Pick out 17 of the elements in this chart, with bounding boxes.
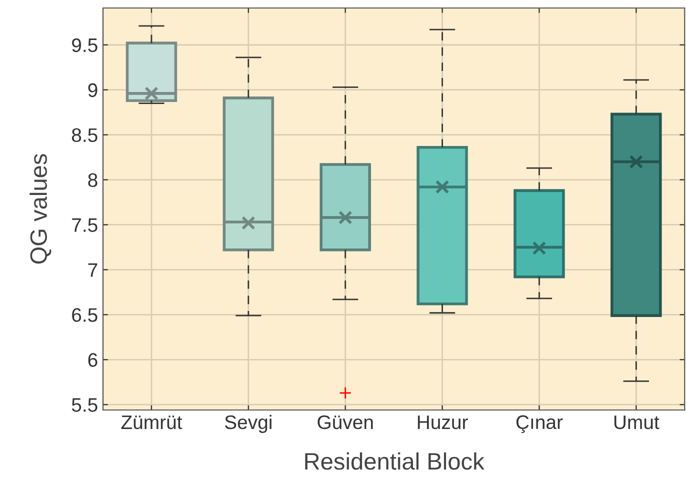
y-tick-label: 7.5	[72, 218, 98, 232]
y-tick-label: 5.5	[72, 398, 98, 412]
y-axis-title: QG values	[30, 154, 52, 264]
y-tick-label: 7	[88, 263, 98, 277]
x-tick-label: Zümrüt	[121, 416, 182, 430]
y-tick-label: 9.5	[72, 38, 98, 52]
y-tick-label: 8.5	[72, 128, 98, 142]
x-tick-label: Çınar	[516, 415, 563, 433]
y-tick-label: 8	[88, 173, 98, 188]
y-tick-label: 6.5	[72, 308, 98, 322]
y-tick-label: 9	[88, 83, 98, 98]
x-tick-label: Sevgi	[224, 414, 272, 433]
x-tick-label: Huzur	[418, 416, 468, 430]
y-tick-label: 6	[88, 353, 98, 367]
x-axis-title: Residential Block	[305, 452, 484, 470]
x-tick-label: Güven	[318, 415, 373, 430]
x-tick-label: Umut	[614, 416, 660, 430]
